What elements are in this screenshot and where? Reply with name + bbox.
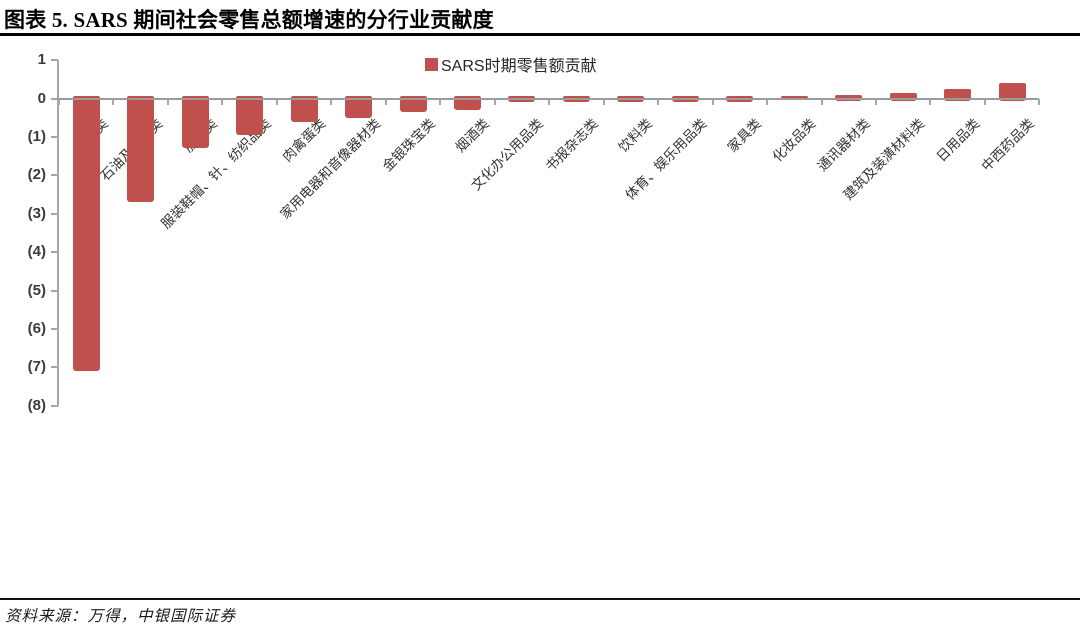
x-axis-label: 化妆品类 (769, 115, 819, 165)
y-axis-tick-label: (5) (27, 281, 46, 299)
y-axis-tick-label: 1 (37, 51, 46, 69)
y-axis-tick-label: 0 (37, 89, 46, 107)
y-axis-tick (51, 327, 58, 330)
category-tick (766, 98, 769, 105)
bar (72, 95, 100, 372)
x-axis-label: 家具类 (725, 115, 765, 155)
y-axis-tick (51, 251, 58, 254)
y-axis-tick-label: (2) (27, 166, 46, 184)
x-axis-label: 饮料类 (616, 115, 656, 155)
bar-chart: SARS时期零售额贡献 10(1)(2)(3)(4)(5)(6)(7)(8)汽车… (0, 38, 1080, 583)
bar (236, 95, 264, 135)
category-tick (602, 98, 605, 105)
chart-legend: SARS时期零售额贡献 (425, 55, 597, 75)
x-axis-label: 金银珠宝类 (379, 115, 438, 174)
legend-label: SARS时期零售额贡献 (441, 58, 597, 75)
category-tick (330, 98, 333, 105)
category-tick (439, 98, 442, 105)
category-tick (166, 98, 169, 105)
y-axis-tick-label: (1) (27, 127, 46, 145)
bar (127, 95, 155, 203)
y-axis-tick-label: (8) (27, 396, 46, 414)
category-tick (711, 98, 714, 105)
bar (944, 88, 972, 102)
legend-swatch (425, 57, 438, 71)
category-tick (548, 98, 551, 105)
y-axis-tick-label: (7) (27, 358, 46, 376)
category-tick (875, 98, 877, 105)
y-axis-tick-label: (4) (27, 243, 46, 261)
x-axis-label: 中西药品类 (978, 115, 1037, 174)
y-axis-tick (51, 59, 58, 62)
category-tick (221, 98, 224, 105)
x-axis-label: 烟酒类 (452, 115, 492, 155)
bar (889, 92, 917, 102)
category-tick (1038, 98, 1041, 105)
x-axis-label: 书报杂志类 (542, 115, 601, 174)
y-axis-tick (51, 404, 58, 407)
category-tick (820, 98, 823, 105)
y-axis-line (57, 60, 59, 406)
x-axis-label: 日用品类 (933, 115, 983, 165)
bar (345, 95, 373, 118)
y-axis-tick (51, 174, 58, 177)
bar (399, 95, 427, 112)
y-axis-tick (51, 135, 58, 138)
category-tick (275, 98, 278, 105)
footer-divider (0, 598, 1080, 600)
title-divider (0, 33, 1080, 36)
category-tick (493, 98, 496, 105)
y-axis-tick (51, 97, 58, 100)
bar (181, 95, 209, 149)
y-axis-tick-label: (6) (27, 319, 46, 337)
source-note: 资料来源：万得，中银国际证券 (5, 608, 237, 625)
category-tick (983, 98, 986, 105)
category-tick (57, 98, 60, 105)
y-axis-tick (51, 366, 58, 369)
category-tick (929, 98, 932, 105)
category-tick (657, 98, 660, 105)
x-axis-label: 家用电器和音像器材类 (276, 115, 383, 222)
figure-title: 图表 5. SARS 期间社会零售总额增速的分行业贡献度 (4, 8, 494, 32)
y-axis-tick (51, 212, 58, 215)
category-tick (112, 98, 115, 105)
bar (998, 83, 1026, 102)
bar (290, 95, 318, 122)
y-axis-tick-label: (3) (27, 204, 46, 222)
y-axis-tick (51, 289, 58, 292)
category-tick (384, 98, 387, 105)
